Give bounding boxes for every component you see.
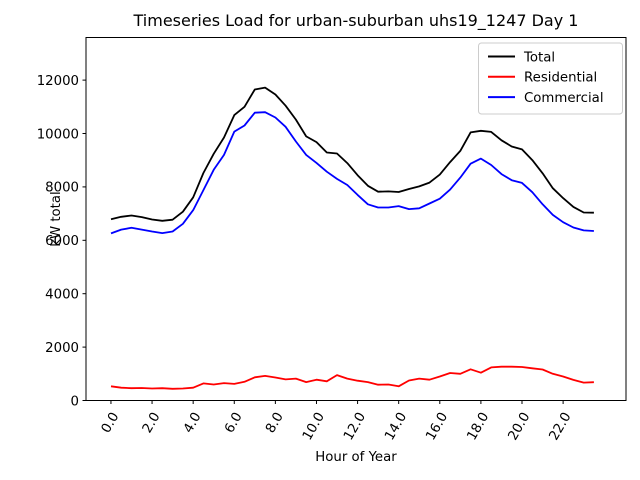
chart-title: Timeseries Load for urban-suburban uhs19… (133, 11, 579, 31)
legend: Total Residential Commercial (478, 42, 623, 115)
y-tick-label: 8000 (45, 181, 79, 196)
series-line-commercial (110, 111, 594, 235)
y-tick-label: 10000 (37, 127, 79, 142)
series-line-residential (110, 365, 594, 390)
series-line-total (110, 86, 594, 222)
plot-series (110, 86, 594, 390)
y-tick-label: 2000 (45, 341, 79, 356)
y-tick-label: 4000 (45, 288, 79, 303)
y-tick-label: 6000 (45, 234, 79, 249)
plot-area-frame (85, 37, 627, 401)
y-tick-label: 0 (71, 394, 79, 409)
y-axis-ticks: 0 2000 4000 6000 8000 10000 12000 (37, 74, 86, 409)
y-tick-label: 12000 (37, 74, 79, 89)
legend-label-residential: Residential (524, 71, 597, 86)
y-axis-label: kW total (49, 191, 64, 246)
x-axis-label: Hour of Year (315, 450, 397, 465)
legend-label-total: Total (523, 50, 555, 65)
legend-label-commercial: Commercial (524, 91, 604, 106)
